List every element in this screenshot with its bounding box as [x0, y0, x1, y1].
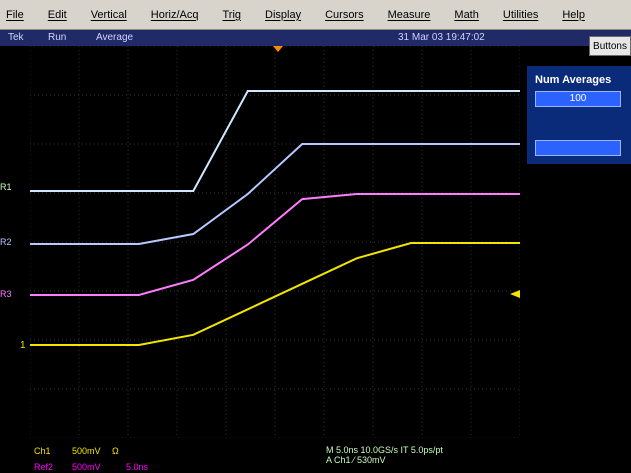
ref2-label: Ref2	[34, 462, 54, 472]
num-averages-panel: Num Averages 100	[527, 66, 631, 164]
marker-ch1: 1	[20, 340, 26, 351]
trace-r2	[30, 143, 520, 245]
timestamp: 31 Mar 03 19:47:02	[398, 32, 485, 43]
menu-horiz-acq[interactable]: Horiz/Acq	[150, 8, 199, 21]
num-averages-second-field[interactable]	[535, 140, 621, 156]
menu-edit[interactable]: Edit	[47, 8, 67, 21]
ch1-scale: 500mV	[72, 446, 101, 456]
ref2-scale: 500mV	[72, 462, 101, 472]
mode-status: Average	[96, 32, 134, 43]
status-bar: Tek Run Average 31 Mar 03 19:47:02	[0, 30, 631, 46]
menu-measure[interactable]: Measure	[387, 8, 431, 21]
menu-utilities[interactable]: Utilities	[502, 8, 539, 21]
menu-display[interactable]: Display	[265, 8, 302, 21]
bottom-info: Ch1 500mV Ω Ref2 500mV 5.0ns M 5.0ns 10.…	[0, 438, 631, 473]
right-arrow-marker	[510, 290, 520, 298]
waveform-graticule	[30, 46, 520, 438]
menu-vertical[interactable]: Vertical	[90, 8, 127, 21]
brand-label: Tek	[8, 32, 24, 43]
trace-r1	[30, 90, 520, 192]
num-averages-field[interactable]: 100	[535, 91, 621, 107]
menu-trig[interactable]: Trig	[222, 8, 242, 21]
buttons-button[interactable]: Buttons	[589, 36, 631, 56]
trace-r3	[30, 193, 520, 296]
menu-bar: File Edit Vertical Horiz/Acq Trig Displa…	[0, 0, 631, 30]
menu-cursors[interactable]: Cursors	[325, 8, 364, 21]
menu-math[interactable]: Math	[454, 8, 479, 21]
menu-file[interactable]: File	[6, 8, 24, 21]
trace-ch1	[30, 242, 520, 346]
run-status: Run	[48, 32, 67, 43]
ref2-time: 5.0ns	[126, 462, 149, 472]
ch1-label: Ch1	[34, 446, 51, 456]
trigger-marker	[273, 46, 283, 52]
waveform-traces	[30, 90, 520, 346]
marker-r1: R1	[0, 182, 12, 192]
num-averages-title: Num Averages	[535, 74, 612, 86]
acquisition-line-1: M 5.0ns 10.0GS/s IT 5.0ps/pt	[326, 445, 443, 455]
marker-r3: R3	[0, 289, 12, 299]
menu-help[interactable]: Help	[562, 8, 585, 21]
marker-r2: R2	[0, 237, 12, 247]
ch1-omega-icon: Ω	[112, 446, 119, 456]
acquisition-line-2: A Ch1 ⁄ 530mV	[326, 455, 386, 465]
